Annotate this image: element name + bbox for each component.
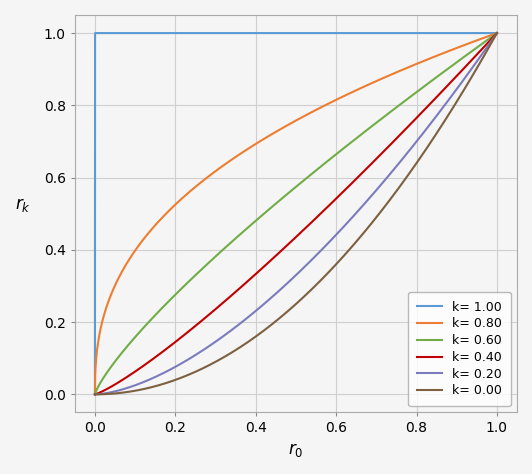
k= 1.00 bbox=[92, 30, 98, 36]
k= 0.20 bbox=[494, 30, 500, 36]
k= 0.40 bbox=[494, 30, 500, 36]
k= 1.00 bbox=[246, 30, 252, 36]
k= 1.00 bbox=[162, 30, 168, 36]
Legend: k= 1.00, k= 0.80, k= 0.60, k= 0.40, k= 0.20, k= 0.00: k= 1.00, k= 0.80, k= 0.60, k= 0.40, k= 0… bbox=[409, 292, 511, 406]
k= 0.20 bbox=[263, 299, 270, 305]
k= 0.00 bbox=[494, 30, 500, 36]
X-axis label: $r_0$: $r_0$ bbox=[288, 441, 304, 459]
k= 0.40 bbox=[443, 85, 449, 91]
k= 0.80 bbox=[494, 30, 500, 36]
k= 1.00 bbox=[494, 30, 500, 36]
Line: k= 0.80: k= 0.80 bbox=[95, 33, 497, 394]
k= 0.00 bbox=[246, 338, 252, 344]
k= 0.20 bbox=[92, 392, 98, 397]
k= 0.80 bbox=[263, 135, 270, 140]
Line: k= 0.40: k= 0.40 bbox=[95, 33, 497, 394]
k= 0.80 bbox=[443, 49, 449, 55]
k= 0.60 bbox=[138, 328, 144, 334]
k= 0.00 bbox=[138, 387, 144, 392]
k= 0.20 bbox=[486, 42, 492, 47]
k= 0.00 bbox=[161, 381, 168, 386]
k= 0.60 bbox=[246, 224, 252, 229]
k= 0.40 bbox=[263, 262, 270, 267]
k= 0.60 bbox=[486, 36, 492, 42]
k= 0.00 bbox=[263, 326, 270, 331]
k= 0.40 bbox=[161, 347, 168, 353]
k= 0.40 bbox=[486, 39, 492, 45]
k= 0.20 bbox=[246, 314, 252, 319]
k= 1.00 bbox=[263, 30, 270, 36]
k= 0.40 bbox=[138, 365, 144, 371]
k= 1.00 bbox=[486, 30, 492, 36]
Line: k= 0.20: k= 0.20 bbox=[95, 33, 497, 394]
k= 0.60 bbox=[443, 67, 449, 73]
k= 0.60 bbox=[263, 209, 270, 214]
k= 0.20 bbox=[161, 370, 168, 375]
k= 0.60 bbox=[161, 302, 168, 308]
Line: k= 0.00: k= 0.00 bbox=[95, 33, 497, 394]
Y-axis label: $r_k$: $r_k$ bbox=[15, 196, 31, 214]
k= 0.60 bbox=[92, 392, 98, 397]
Line: k= 1.00: k= 1.00 bbox=[95, 33, 497, 394]
k= 0.80 bbox=[92, 392, 98, 397]
k= 0.40 bbox=[92, 392, 98, 397]
k= 0.60 bbox=[494, 30, 500, 36]
k= 0.80 bbox=[161, 212, 168, 218]
k= 1.00 bbox=[138, 30, 144, 36]
k= 0.80 bbox=[138, 240, 144, 246]
Line: k= 0.60: k= 0.60 bbox=[95, 33, 497, 394]
k= 0.40 bbox=[246, 277, 252, 283]
k= 0.80 bbox=[486, 33, 492, 39]
k= 0.20 bbox=[443, 101, 449, 107]
k= 0.20 bbox=[138, 380, 144, 386]
k= 0.00 bbox=[486, 44, 492, 50]
k= 0.80 bbox=[246, 145, 252, 151]
k= 0.00 bbox=[92, 392, 98, 397]
k= 1.00 bbox=[92, 392, 98, 397]
k= 1.00 bbox=[443, 30, 449, 36]
k= 0.00 bbox=[443, 117, 449, 122]
